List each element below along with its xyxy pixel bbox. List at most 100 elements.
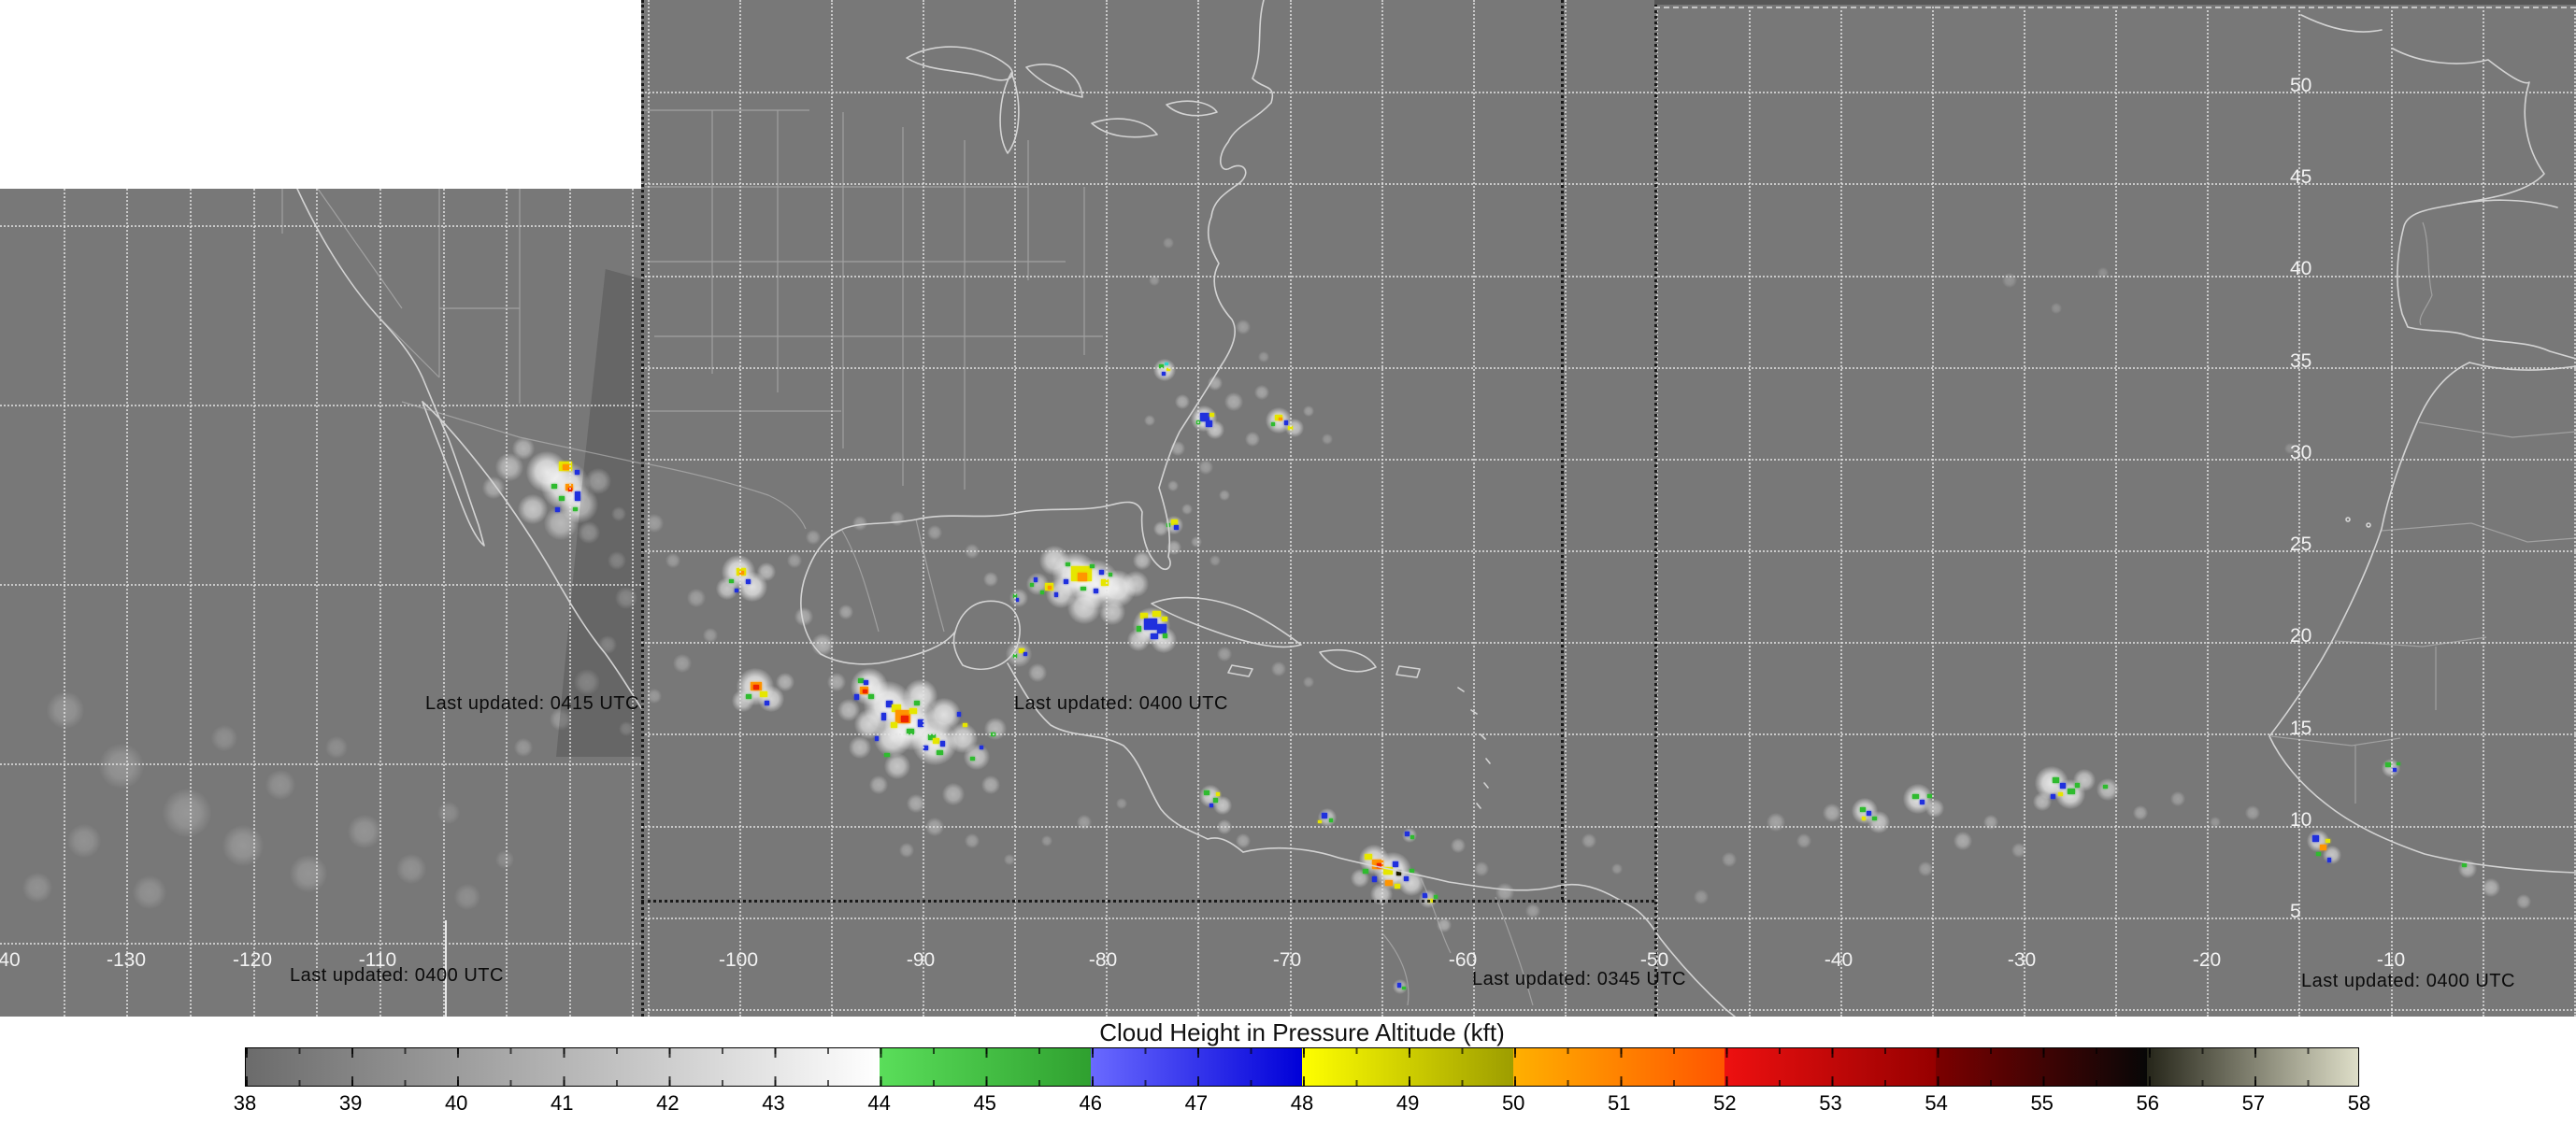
grid-line bbox=[379, 189, 381, 1017]
cloud-core-b bbox=[1023, 652, 1027, 656]
cloud-puff bbox=[1004, 854, 1015, 865]
lake-huron bbox=[1025, 64, 1083, 98]
cloud-core-g bbox=[1271, 422, 1275, 426]
cloud-core-g bbox=[2103, 785, 2108, 789]
latitude-label: 15 bbox=[2290, 718, 2312, 739]
cloud-puff bbox=[2245, 805, 2260, 820]
grid-line bbox=[64, 189, 65, 1017]
cloud-puff bbox=[1144, 415, 1155, 426]
grid-line bbox=[506, 189, 508, 1017]
cloud-core-y bbox=[1318, 820, 1322, 823]
latitude-label: 30 bbox=[2290, 442, 2312, 463]
cloud-puff bbox=[965, 833, 980, 848]
longitude-label: -90 bbox=[906, 949, 936, 971]
cloud-core-b bbox=[1397, 983, 1401, 988]
cloud-puff bbox=[1258, 351, 1269, 363]
cloud-core-g bbox=[1927, 794, 1932, 798]
cloud-core-b bbox=[1393, 861, 1398, 867]
cloud-core-b bbox=[1405, 832, 1410, 836]
cloud-core-b bbox=[1034, 577, 1038, 582]
canary-island bbox=[2345, 517, 2351, 522]
latitude-label: 40 bbox=[2290, 258, 2312, 279]
cloud-puff bbox=[2051, 303, 2062, 314]
cloud-puff bbox=[1303, 405, 1314, 417]
cloud-puff bbox=[495, 850, 514, 869]
longitude-label: -40 bbox=[1824, 949, 1853, 971]
cloud-puff bbox=[514, 738, 533, 757]
cloud-puff bbox=[1351, 869, 1369, 888]
cloud-core-b bbox=[735, 589, 738, 592]
sector-top-dashed-line bbox=[1654, 7, 2576, 8]
colorbar-tick-labels: 38 39 40 41 42 43 44 45 46 47 48 49 50 51 52 53 54 55 56 57… bbox=[0, 1091, 2576, 1119]
cloud-core-g bbox=[2397, 762, 2400, 765]
latitude-label: 5 bbox=[2290, 901, 2301, 922]
cloud-core-b bbox=[1404, 876, 1409, 881]
cloud-core-y bbox=[892, 704, 901, 712]
grid-line bbox=[641, 459, 2576, 461]
grid-line bbox=[1106, 0, 1108, 1017]
cloud-puff bbox=[984, 718, 1007, 740]
satellite-map-canvas: 40 -130 -120 -110 -100 -90 -80 -70 -60 -50 -40 -30 -… bbox=[0, 0, 2576, 1017]
cloud-puff bbox=[1123, 571, 1149, 597]
cloud-puff bbox=[574, 669, 600, 695]
coast-iberia bbox=[2397, 199, 2576, 360]
lake-michigan bbox=[999, 72, 1020, 154]
cloud-core-y bbox=[891, 722, 897, 728]
cloud-core-g bbox=[1159, 364, 1164, 368]
grid-line bbox=[443, 189, 445, 1017]
cloud-core-g bbox=[907, 729, 914, 734]
cloud-core-b bbox=[2327, 858, 2331, 862]
cloud-puff bbox=[1006, 641, 1032, 667]
cloud-core-g bbox=[1410, 869, 1414, 873]
cloud-puff bbox=[703, 628, 718, 643]
latitude-label: 35 bbox=[2290, 350, 2312, 372]
cloud-core-g bbox=[1040, 590, 1044, 594]
coast-africa-med bbox=[2469, 362, 2576, 371]
grid-line bbox=[641, 276, 2576, 277]
colorbar-tick-label: 46 bbox=[1079, 1091, 1103, 1115]
cloud-core-b bbox=[2393, 768, 2397, 772]
cloud-core-g bbox=[2053, 777, 2059, 783]
grid-line bbox=[641, 918, 2576, 919]
colorbar-tick-label: 42 bbox=[656, 1091, 680, 1115]
cloud-core-o bbox=[1385, 880, 1393, 886]
cloud-core-b bbox=[1174, 525, 1179, 530]
cloud-core-y bbox=[1383, 867, 1393, 875]
cloud-core-b bbox=[1064, 579, 1068, 584]
cloud-puff bbox=[794, 607, 813, 626]
cloud-core-g bbox=[573, 507, 578, 511]
cloud-core-g bbox=[914, 701, 920, 705]
cloud-puff bbox=[290, 855, 327, 892]
grid-line bbox=[641, 642, 2576, 644]
cloud-puff bbox=[787, 553, 802, 568]
grid-line bbox=[2207, 0, 2209, 1017]
cloud-puff bbox=[2011, 843, 2026, 858]
cloud-puff bbox=[454, 884, 480, 910]
cloud-core-o bbox=[1279, 418, 1282, 420]
cloud-puff bbox=[757, 562, 776, 581]
canary-island bbox=[2366, 522, 2371, 528]
cloud-core-b bbox=[940, 741, 945, 747]
borders-africa bbox=[2270, 221, 2576, 804]
cloud-puff bbox=[1219, 490, 1230, 501]
coast-us-east-gulf bbox=[800, 0, 1274, 665]
cloud-core-g bbox=[746, 694, 751, 699]
cloud-puff bbox=[2170, 791, 2185, 806]
grid-line bbox=[2391, 0, 2393, 1017]
cloud-core-g bbox=[729, 579, 734, 583]
cloud-puff bbox=[211, 725, 237, 751]
cloud-core-y bbox=[1140, 613, 1148, 619]
colorbar-tick-label: 41 bbox=[551, 1091, 574, 1115]
cloud-puff bbox=[1823, 804, 1841, 822]
sector-boundary-line bbox=[641, 900, 1654, 903]
cloud-core-g bbox=[970, 757, 975, 761]
grid-line bbox=[1381, 0, 1383, 1017]
cloud-core-b bbox=[1322, 813, 1327, 818]
cloud-puff bbox=[1474, 861, 1489, 876]
last-updated-stamp: Last updated: 0400 UTC bbox=[2301, 971, 2515, 991]
cloud-core-y bbox=[2058, 792, 2063, 796]
cloud-puff bbox=[512, 437, 535, 460]
cloud-core-y bbox=[909, 708, 917, 714]
cloud-puff bbox=[1209, 555, 1221, 566]
cloud-puff bbox=[585, 468, 611, 494]
